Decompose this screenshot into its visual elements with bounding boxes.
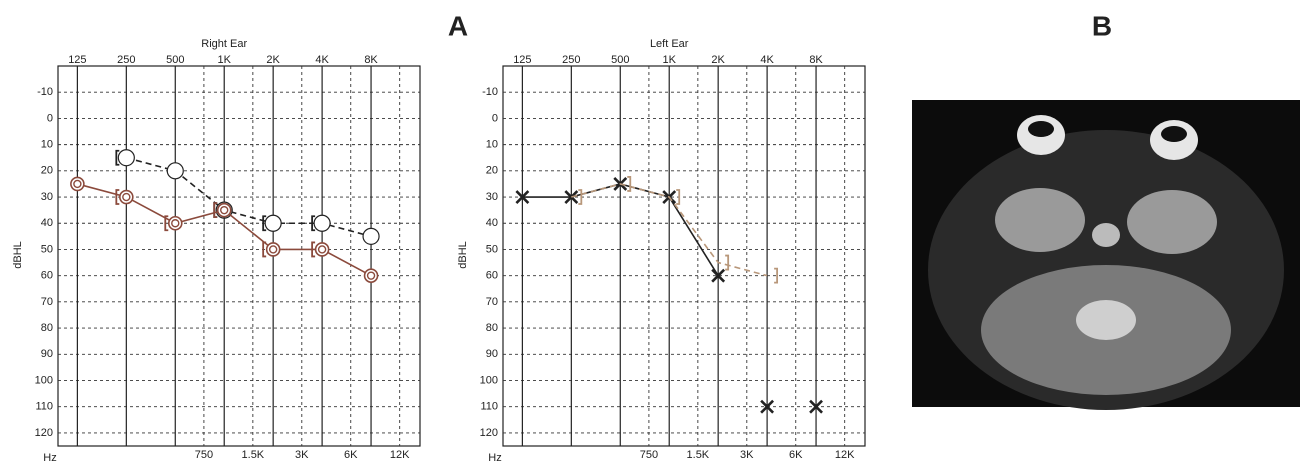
y-tick-label: 60 <box>41 270 53 282</box>
y-tick-label: 40 <box>41 217 53 229</box>
x-top-tick-label: 125 <box>68 54 86 66</box>
y-tick-label: 120 <box>35 427 53 439</box>
y-tick-label: 30 <box>486 191 498 203</box>
x-top-tick-label: 250 <box>117 54 135 66</box>
lens <box>1028 121 1054 137</box>
y-tick-label: 100 <box>35 374 53 386</box>
x-top-tick-label: 500 <box>611 54 629 66</box>
chart-title: Right Ear <box>201 38 247 50</box>
x-top-tick-label: 1K <box>217 54 231 66</box>
plot-frame <box>503 66 865 446</box>
y-tick-label: 10 <box>41 139 53 151</box>
y-tick-label: -10 <box>482 86 498 98</box>
y-tick-label: 30 <box>41 191 53 203</box>
x-tick-label: 6K <box>344 449 358 461</box>
y-tick-label: 20 <box>486 165 498 177</box>
x-tick-label: 12K <box>390 449 410 461</box>
x-axis-label: Hz <box>43 452 56 464</box>
x-top-tick-label: 2K <box>266 54 280 66</box>
double-circle-marker <box>316 243 329 256</box>
x-tick-label: 6K <box>789 449 803 461</box>
circle-outer <box>169 217 182 230</box>
double-circle-marker <box>71 177 84 190</box>
panel-label: B <box>1092 10 1112 41</box>
double-circle-marker <box>365 269 378 282</box>
chart-title: Left Ear <box>650 38 689 50</box>
pons <box>1092 223 1120 247</box>
x-tick-label: 1.5K <box>687 449 710 461</box>
x-top-tick-label: 4K <box>315 54 329 66</box>
plot-frame <box>58 66 420 446</box>
x-tick-label: 1.5K <box>242 449 265 461</box>
y-tick-label: 80 <box>41 322 53 334</box>
x-top-tick-label: 1K <box>662 54 676 66</box>
x-top-tick-label: 125 <box>513 54 531 66</box>
x-top-tick-label: 250 <box>562 54 580 66</box>
x-top-tick-label: 4K <box>760 54 774 66</box>
x-tick-label: 12K <box>835 449 855 461</box>
double-circle-marker <box>169 217 182 230</box>
y-tick-label: 90 <box>41 348 53 360</box>
x-tick-label: 3K <box>295 449 309 461</box>
x-axis-label: Hz <box>488 452 501 464</box>
double-circle-marker <box>218 204 231 217</box>
fourth-ventricle <box>1076 300 1136 340</box>
y-axis-label: dBHL <box>457 241 469 269</box>
audiogram: Right Ear dBHL Hz -10 0 10 20 30 40 50 60 70 80 90 100… <box>12 38 420 464</box>
circle-marker <box>118 150 134 166</box>
x-tick-label: 750 <box>640 449 658 461</box>
y-tick-label: 100 <box>480 374 498 386</box>
double-circle-marker <box>267 243 280 256</box>
circle-marker <box>314 215 330 231</box>
circle-outer <box>120 191 133 204</box>
y-tick-label: 70 <box>41 296 53 308</box>
y-tick-label: -10 <box>37 86 53 98</box>
bracket-marker <box>578 190 581 204</box>
lens <box>1161 126 1187 142</box>
temporal-lobe <box>995 188 1085 252</box>
temporal-lobe <box>1127 190 1217 254</box>
figure: A B Right Ear dBHL Hz -10 0 10 20 30 40 50 60 70 80 9… <box>0 0 1311 466</box>
y-tick-label: 60 <box>486 270 498 282</box>
y-tick-label: 0 <box>492 112 498 124</box>
y-tick-label: 70 <box>486 296 498 308</box>
y-tick-label: 50 <box>41 243 53 255</box>
y-tick-label: 40 <box>486 217 498 229</box>
circle-marker <box>265 215 281 231</box>
circle-outer <box>365 269 378 282</box>
y-tick-label: 110 <box>480 401 498 413</box>
double-circle-marker <box>120 191 133 204</box>
circle-marker <box>363 228 379 244</box>
x-top-tick-label: 2K <box>711 54 725 66</box>
y-tick-label: 80 <box>486 322 498 334</box>
y-tick-label: 110 <box>35 401 53 413</box>
panel-label: A <box>448 10 468 41</box>
y-tick-label: 20 <box>41 165 53 177</box>
circle-outer <box>316 243 329 256</box>
y-tick-label: 10 <box>486 139 498 151</box>
x-top-tick-label: 500 <box>166 54 184 66</box>
y-axis-label: dBHL <box>12 241 24 269</box>
circle-outer <box>218 204 231 217</box>
x-tick-label: 3K <box>740 449 754 461</box>
x-top-tick-label: 8K <box>364 54 378 66</box>
audiogram: Left Ear dBHL Hz -10 0 10 20 30 40 50 60 70 80 90 100 1… <box>457 38 865 464</box>
mri-image <box>912 100 1300 410</box>
circle-outer <box>71 177 84 190</box>
x-tick-label: 750 <box>195 449 213 461</box>
bracket-marker <box>725 256 728 270</box>
circle-marker <box>167 163 183 179</box>
bracket-marker <box>627 177 630 191</box>
y-tick-label: 50 <box>486 243 498 255</box>
y-tick-label: 90 <box>486 348 498 360</box>
y-tick-label: 0 <box>47 112 53 124</box>
x-top-tick-label: 8K <box>809 54 823 66</box>
y-tick-label: 120 <box>480 427 498 439</box>
circle-outer <box>267 243 280 256</box>
